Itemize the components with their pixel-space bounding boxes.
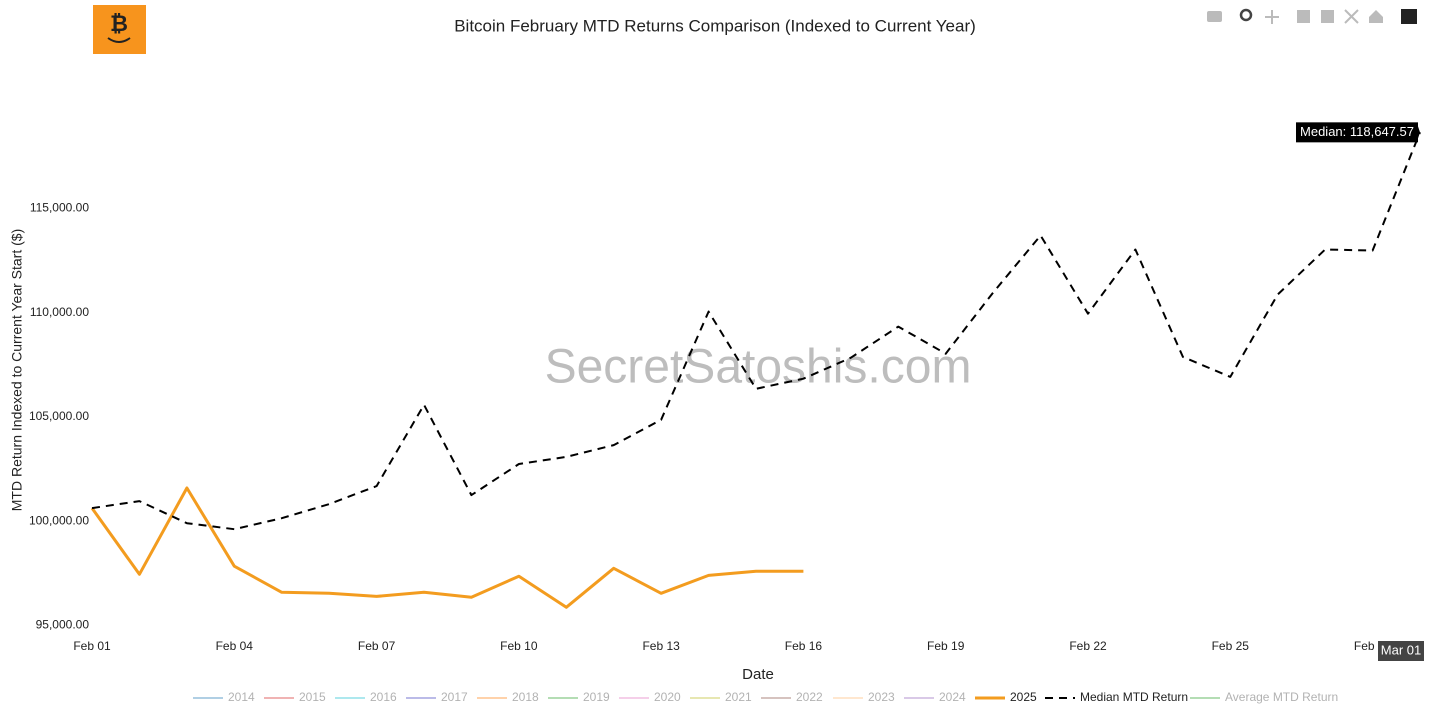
- legend-label: Median MTD Return: [1080, 690, 1188, 704]
- legend-item[interactable]: 2024: [904, 690, 966, 704]
- legend-label: 2025: [1010, 690, 1037, 704]
- x-tick-label: Feb 10: [500, 639, 538, 653]
- y-axis-title: MTD Return Indexed to Current Year Start…: [9, 229, 25, 511]
- hover-pointer: [1418, 126, 1420, 139]
- tool-zoom-in[interactable]: [1297, 10, 1310, 23]
- legend-label: 2015: [299, 690, 326, 704]
- legend-label: 2019: [583, 690, 610, 704]
- legend-item[interactable]: 2016: [335, 690, 397, 704]
- y-tick-label: 110,000.00: [30, 305, 89, 319]
- x-tick-label: Feb 25: [1212, 639, 1250, 653]
- hover-x-box: [1378, 641, 1424, 661]
- legend-label: 2020: [654, 690, 681, 704]
- logo: [93, 5, 146, 54]
- hover-x-label: Mar 01: [1381, 642, 1421, 657]
- legend-item[interactable]: 2020: [619, 690, 681, 704]
- x-tick-label: Feb 01: [73, 639, 111, 653]
- x-tick-label: Feb 07: [358, 639, 396, 653]
- legend-item[interactable]: 2023: [833, 690, 895, 704]
- toolbar: [1207, 8, 1417, 24]
- legend-item[interactable]: 2025: [975, 690, 1037, 704]
- tool-autoscale[interactable]: [1344, 9, 1359, 24]
- legend-item[interactable]: 2018: [477, 690, 539, 704]
- x-tick-label: Feb 13: [642, 639, 680, 653]
- x-tick-label: Feb 19: [927, 639, 965, 653]
- tool-pan[interactable]: [1265, 10, 1279, 24]
- y-tick-label: 115,000.00: [30, 201, 89, 215]
- legend-label: 2014: [228, 690, 255, 704]
- logo-glyph: ₿: [110, 11, 128, 36]
- watermark: SecretSatoshis.com: [545, 341, 972, 394]
- legend-label: 2017: [441, 690, 468, 704]
- y-tick-label: 100,000.00: [29, 513, 89, 527]
- hover-label: Median: 118,647.57: [1300, 124, 1414, 139]
- series-line: [90, 486, 804, 609]
- tool-plotly[interactable]: [1401, 9, 1417, 24]
- tool-zoom-out[interactable]: [1321, 10, 1334, 23]
- x-tick-label: Feb 22: [1069, 639, 1107, 653]
- x-tick-label: Feb 04: [216, 639, 254, 653]
- series-line: [91, 131, 1421, 531]
- legend-item[interactable]: 2019: [548, 690, 610, 704]
- chart-title: Bitcoin February MTD Returns Comparison …: [454, 16, 976, 35]
- legend-item[interactable]: 2022: [761, 690, 823, 704]
- tool-home[interactable]: [1369, 10, 1383, 23]
- x-tick-label: Feb 16: [785, 639, 823, 653]
- legend-label: 2023: [868, 690, 895, 704]
- legend-item[interactable]: 2015: [264, 690, 326, 704]
- x-axis-title: Date: [742, 666, 774, 683]
- legend-label: 2016: [370, 690, 397, 704]
- y-tick-label: 95,000.00: [36, 618, 90, 632]
- tool-zoom[interactable]: [1239, 8, 1253, 22]
- legend-label: 2022: [796, 690, 823, 704]
- legend-item[interactable]: Median MTD Return: [1045, 690, 1188, 704]
- legend-item[interactable]: 2017: [406, 690, 468, 704]
- legend-item[interactable]: 2021: [690, 690, 752, 704]
- legend-item[interactable]: Average MTD Return: [1190, 690, 1338, 704]
- legend-label: 2024: [939, 690, 966, 704]
- tool-camera[interactable]: [1207, 11, 1222, 22]
- logo-smile: [107, 37, 131, 43]
- legend-item[interactable]: 2014: [193, 690, 255, 704]
- legend-label: 2021: [725, 690, 752, 704]
- y-tick-label: 105,000.00: [29, 409, 89, 423]
- hover-box: [1296, 122, 1418, 143]
- legend-label: 2018: [512, 690, 539, 704]
- legend-label: Average MTD Return: [1225, 690, 1338, 704]
